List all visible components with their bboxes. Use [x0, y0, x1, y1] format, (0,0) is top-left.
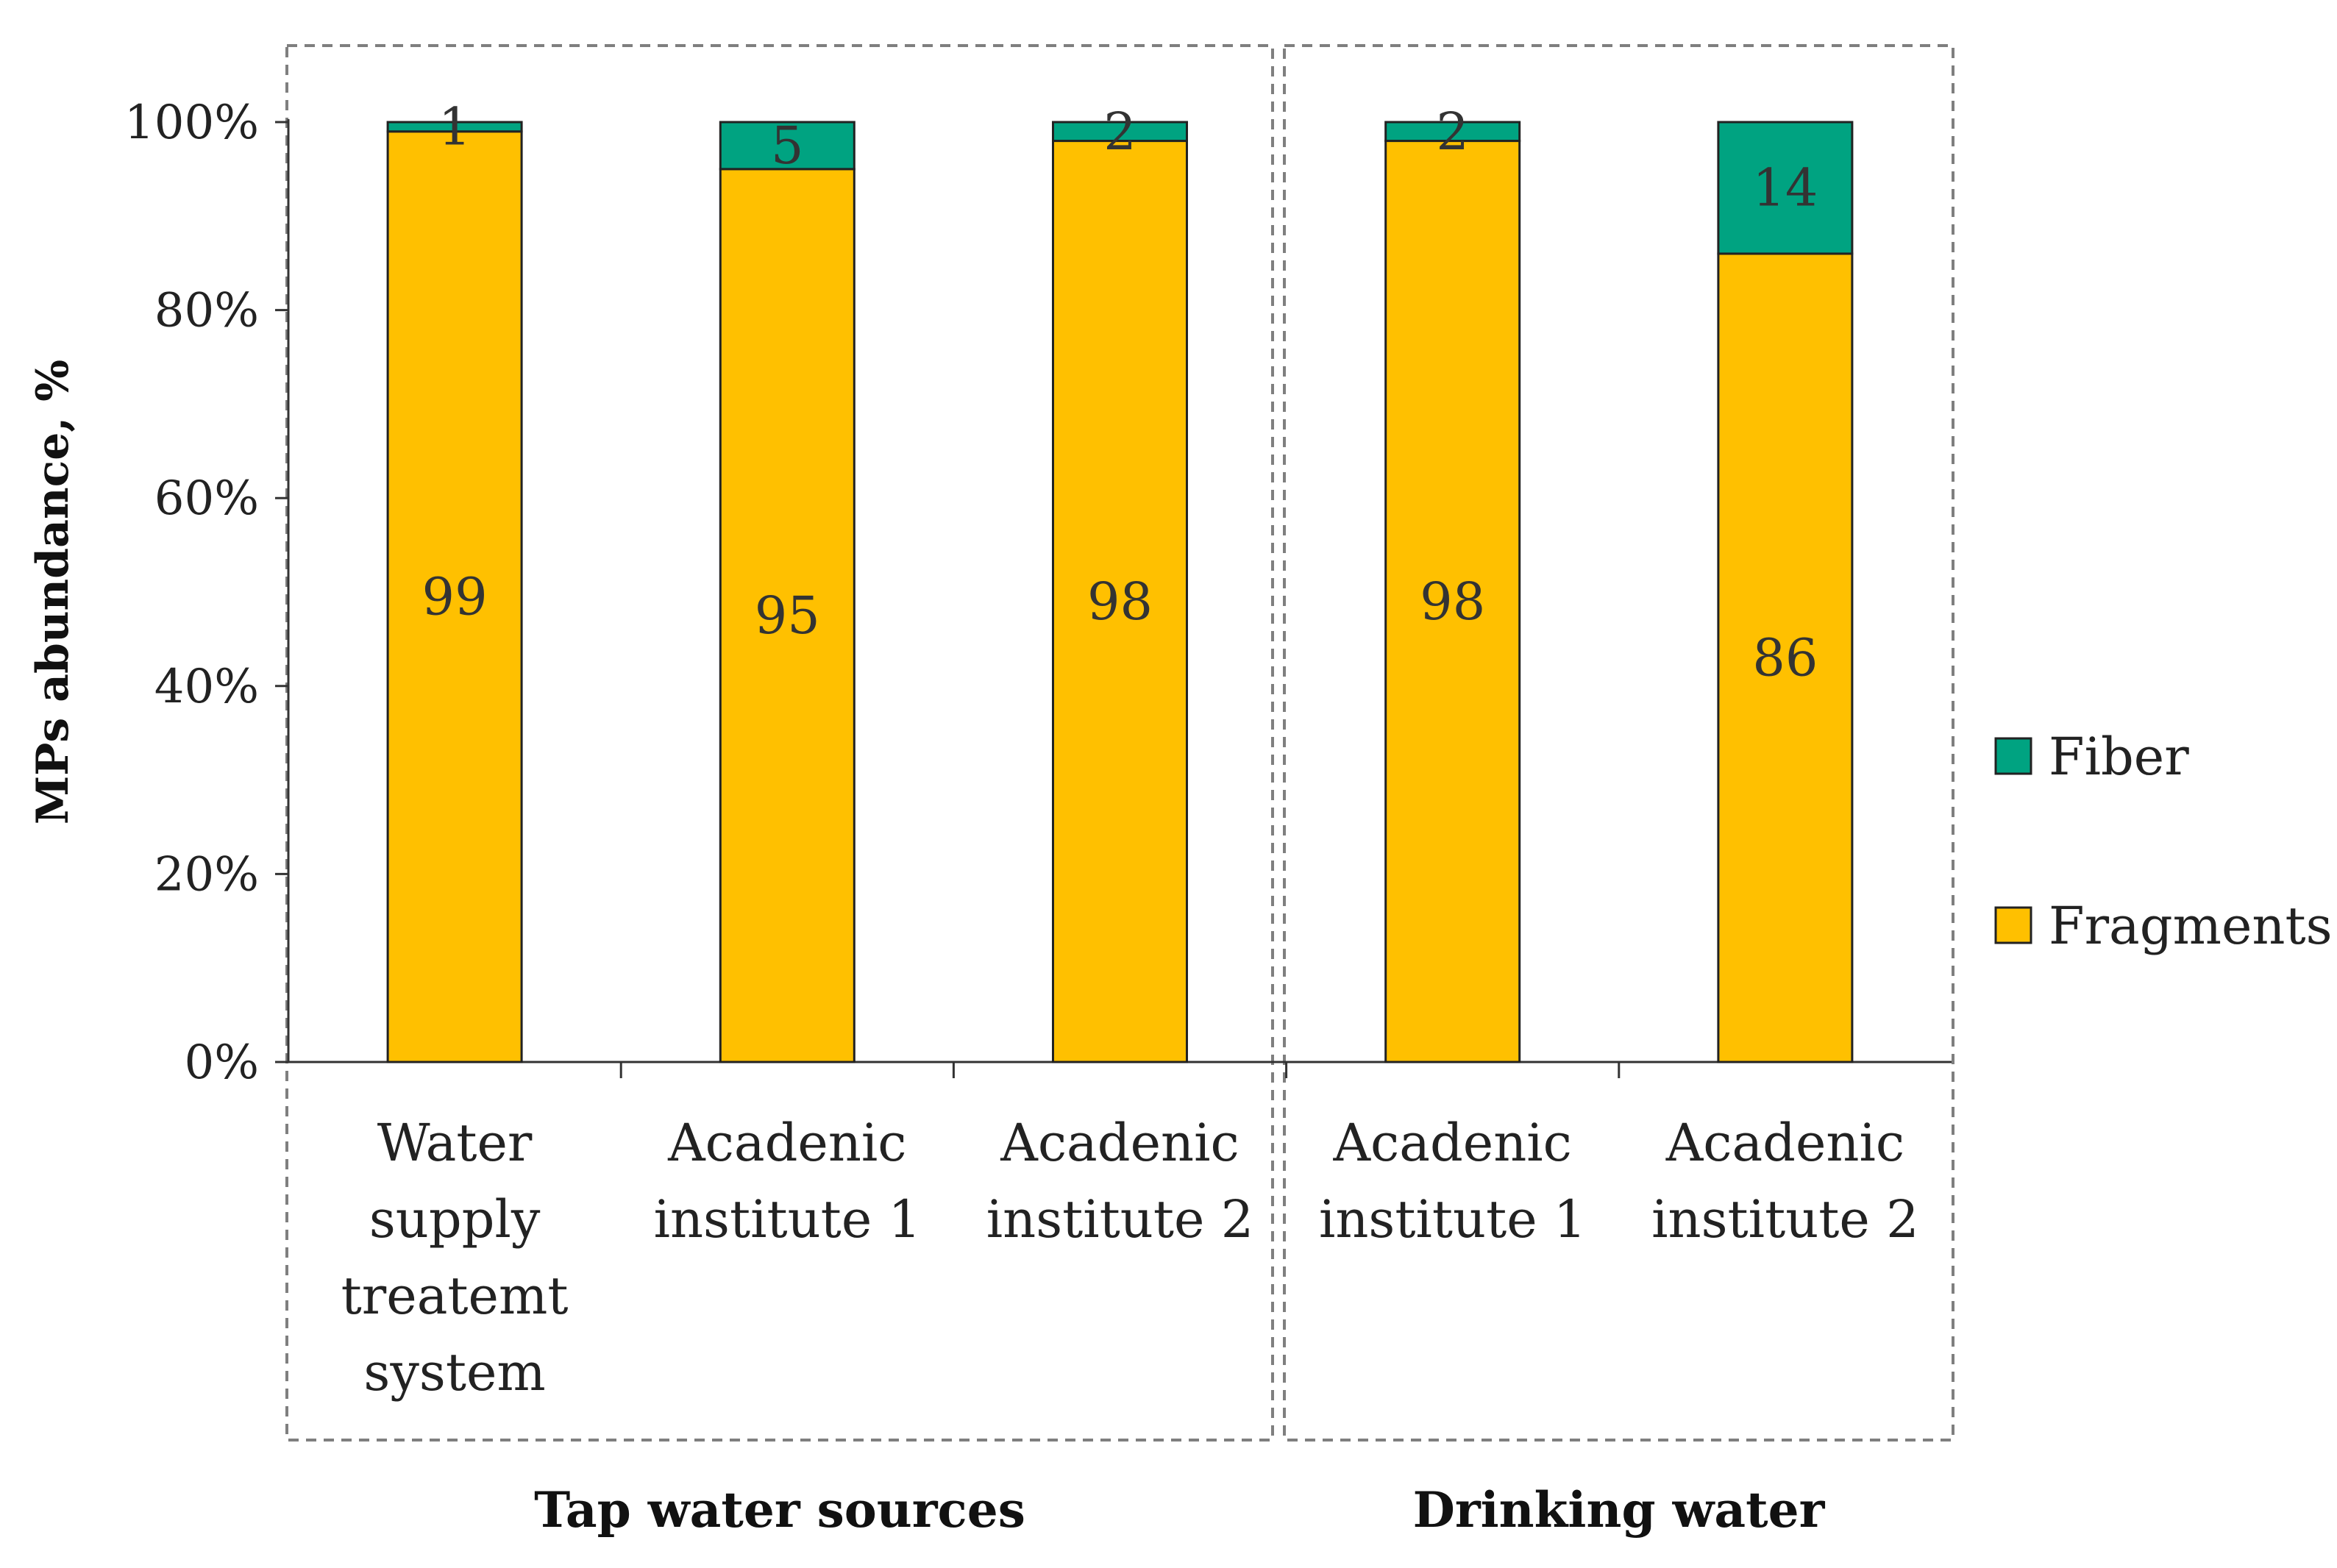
- data-label-fragments-2: 98: [1087, 571, 1153, 632]
- category-label: institute 2: [1651, 1189, 1918, 1250]
- bar-fiber-2: [1052, 121, 1188, 143]
- group-box-0: [285, 44, 1274, 1442]
- data-label-fiber-4: 14: [1752, 157, 1818, 218]
- legend: Fiber Fragments: [1994, 727, 2333, 956]
- data-label-fragments-1: 95: [755, 585, 820, 646]
- bar-fragments-4: [1717, 252, 1854, 1063]
- bars: [386, 121, 1854, 1063]
- group-boxes: [285, 44, 1954, 1442]
- bar-fragments-3: [1384, 140, 1521, 1063]
- bar-fragments-2: [1052, 140, 1188, 1063]
- y-tick-label: 0%: [184, 1036, 259, 1090]
- bar-fiber-4: [1717, 121, 1854, 255]
- group-label: Drinking water: [1413, 1481, 1826, 1539]
- y-tick-label: 80%: [154, 284, 259, 338]
- y-axis-title: MPs abundance, %: [27, 360, 79, 824]
- category-labels: Water supply treatemt system Acadenic institu…: [341, 1113, 1919, 1403]
- bar-fiber-0: [386, 121, 523, 133]
- data-label-fiber-0: 1: [438, 96, 472, 157]
- y-tick-label: 100%: [124, 96, 259, 150]
- data-label-fragments-0: 99: [422, 566, 488, 627]
- category-label: institute 1: [654, 1189, 921, 1250]
- category-label: treatemt: [341, 1266, 569, 1326]
- category-label: institute 1: [1319, 1189, 1586, 1250]
- y-axis: 0% 20% 40% 60% 80% 100%: [124, 96, 1952, 1090]
- y-tick-label: 20%: [154, 847, 259, 902]
- data-labels: 99 1 95 5 98 2 98 2 86 14: [422, 96, 1818, 688]
- data-label-fiber-2: 2: [1103, 101, 1137, 162]
- category-label: system: [363, 1342, 545, 1403]
- y-tick-label: 40%: [154, 660, 259, 714]
- data-label-fiber-3: 2: [1436, 101, 1469, 162]
- data-label-fragments-3: 98: [1420, 571, 1485, 632]
- category-label: institute 2: [986, 1189, 1253, 1250]
- legend-swatch-fiber: [1994, 737, 2032, 775]
- bar-fragments-0: [386, 130, 523, 1063]
- category-label: Acadenic: [1000, 1113, 1239, 1173]
- group-label: Tap water sources: [534, 1481, 1025, 1539]
- group-box-1: [1283, 44, 1954, 1442]
- bar-fragments-1: [719, 168, 856, 1063]
- category-label: Acadenic: [667, 1113, 906, 1173]
- bar-fiber-3: [1384, 121, 1521, 143]
- data-label-fragments-4: 86: [1752, 627, 1818, 688]
- category-label: Water: [377, 1113, 533, 1173]
- category-label: Acadenic: [1665, 1113, 1904, 1173]
- legend-label-fiber: Fiber: [2049, 727, 2189, 787]
- legend-swatch-fragments: [1994, 906, 2032, 944]
- category-label: Acadenic: [1332, 1113, 1571, 1173]
- group-labels: Tap water sources Drinking water: [534, 1481, 1826, 1539]
- data-label-fiber-1: 5: [771, 115, 804, 176]
- legend-label-fragments: Fragments: [2049, 896, 2333, 956]
- category-label: supply: [369, 1189, 541, 1250]
- bar-fiber-1: [719, 121, 856, 171]
- y-tick-label: 60%: [154, 471, 259, 526]
